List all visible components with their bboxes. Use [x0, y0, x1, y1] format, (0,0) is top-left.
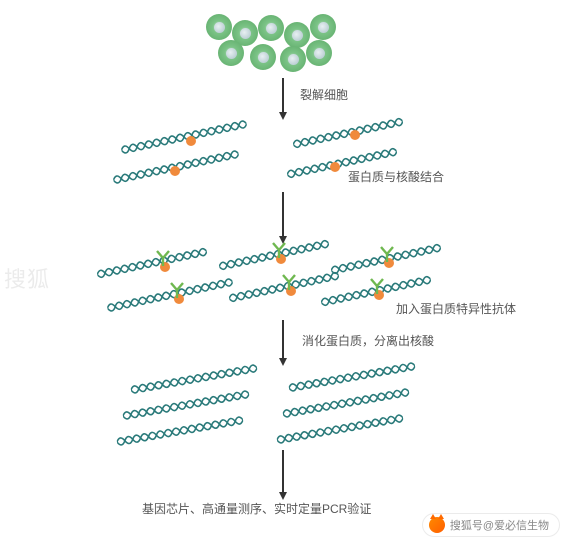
sohu-fox-icon: [429, 517, 445, 533]
protein-icon: [350, 130, 360, 140]
label-digest: 消化蛋白质，分离出核酸: [302, 332, 434, 349]
label-antibody: 加入蛋白质特异性抗体: [396, 300, 516, 317]
dna-strand-icon: [96, 245, 208, 282]
antibody-icon: [155, 250, 171, 266]
watermark-source-text: 搜狐号@爱必信生物: [450, 517, 549, 533]
arrow-digest: [279, 320, 287, 366]
antibody-icon: [281, 274, 297, 290]
protein-icon: [170, 166, 180, 176]
watermark-sohu: 搜狐: [4, 262, 50, 294]
cell-icon: [258, 15, 284, 41]
cell-icon: [218, 40, 244, 66]
cell-icon: [284, 22, 310, 48]
watermark-source-pill: 搜狐号@爱必信生物: [422, 513, 560, 537]
label-lyse: 裂解细胞: [300, 86, 348, 103]
antibody-icon: [369, 278, 385, 294]
arrow-lyse: [279, 78, 287, 120]
arrow-analysis: [279, 450, 287, 500]
arrow-antibody: [279, 192, 287, 244]
cell-icon: [280, 46, 306, 72]
label-binding: 蛋白质与核酸结合: [348, 168, 444, 185]
protein-icon: [186, 136, 196, 146]
cell-icon: [310, 14, 336, 40]
antibody-icon: [169, 282, 185, 298]
cell-icon: [250, 44, 276, 70]
cell-icon: [206, 14, 232, 40]
protein-icon: [330, 162, 340, 172]
antibody-icon: [379, 246, 395, 262]
label-analysis: 基因芯片、高通量测序、实时定量PCR验证: [142, 500, 371, 517]
antibody-icon: [271, 242, 287, 258]
cell-icon: [306, 40, 332, 66]
